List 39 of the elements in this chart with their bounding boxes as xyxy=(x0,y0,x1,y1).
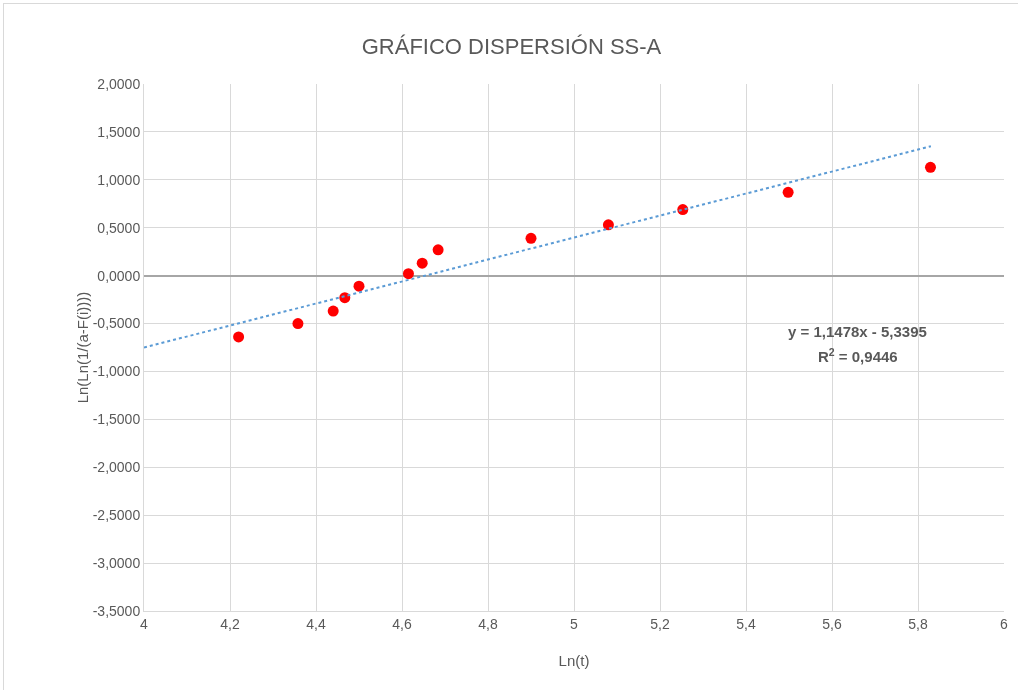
x-tick-label: 6 xyxy=(1000,615,1009,632)
x-tick-label: 5 xyxy=(570,615,579,632)
point xyxy=(924,161,936,173)
y-tick-label: -3,5000 xyxy=(92,602,141,619)
y-tick-label: 2,0000 xyxy=(97,75,141,92)
annotation: y = 1,1478x - 5,3395 xyxy=(788,323,927,340)
y-tick-label: -2,5000 xyxy=(92,507,141,524)
y-tick-label: 0,5000 xyxy=(97,219,141,236)
x-tick-label: 5,6 xyxy=(822,615,842,632)
point xyxy=(327,305,339,317)
x-axis-title: Ln(t) xyxy=(558,652,590,669)
annotation: R$^{2}$ = 0,9446 xyxy=(818,346,898,366)
point xyxy=(402,268,414,280)
x-tick-label: 4 xyxy=(140,615,149,632)
point xyxy=(782,186,794,198)
x-tick-label: 5,4 xyxy=(736,615,756,632)
y-tick-label: 0,0000 xyxy=(97,267,141,284)
x-tick-label: 5,2 xyxy=(650,615,670,632)
point xyxy=(233,331,245,343)
x-tick-label: 4,2 xyxy=(220,615,240,632)
x-tick-label: 4,8 xyxy=(478,615,498,632)
y-tick-label: -1,0000 xyxy=(92,363,141,380)
chart-title: GRÁFICO DISPERSIÓN SS-A xyxy=(361,33,662,59)
y-tick-label: -0,5000 xyxy=(92,315,141,332)
y-tick-label: 1,5000 xyxy=(97,123,141,140)
y-tick-label: 1,0000 xyxy=(97,171,141,188)
point xyxy=(416,257,428,269)
point xyxy=(432,244,444,256)
point xyxy=(525,232,537,244)
y-tick-label: -2,0000 xyxy=(92,459,141,476)
y-tick-label: -1,5000 xyxy=(92,411,141,428)
point xyxy=(602,219,614,231)
x-tick-label: 5,8 xyxy=(908,615,928,632)
x-tick-label: 4,6 xyxy=(392,615,412,632)
point xyxy=(292,318,304,330)
y-axis-title: Ln(Ln(1/(a-F(i)))) xyxy=(73,291,91,404)
point xyxy=(353,280,365,292)
x-tick-label: 4,4 xyxy=(306,615,326,632)
y-tick-label: -3,0000 xyxy=(92,554,141,571)
